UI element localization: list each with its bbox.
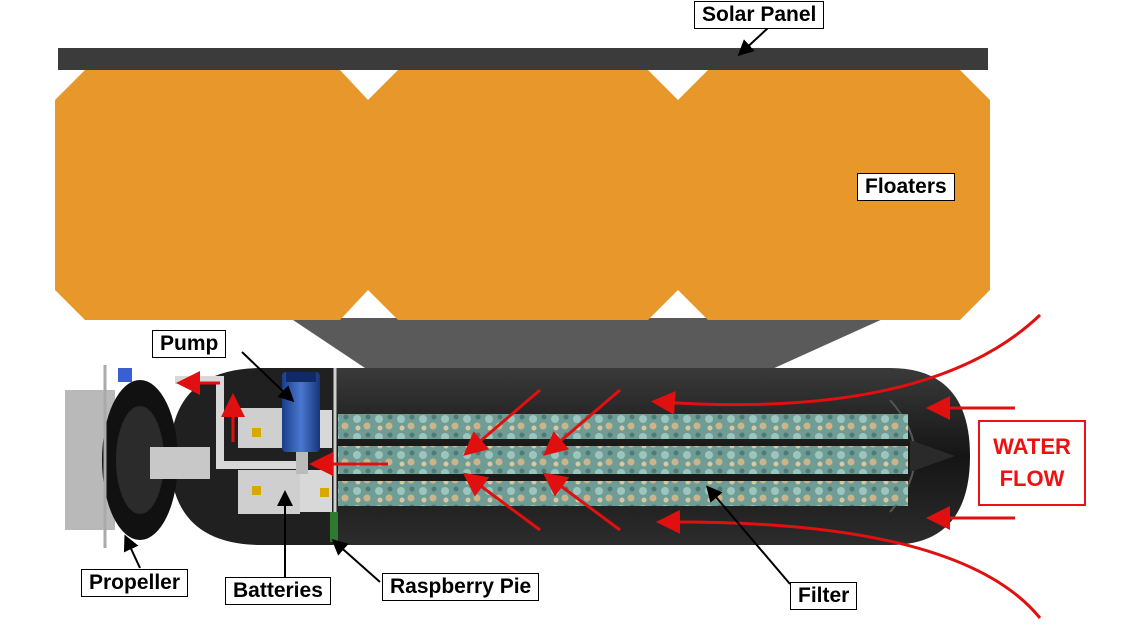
batteries-label: Batteries [225,577,331,605]
raspberry-pie-label: Raspberry Pie [382,573,540,601]
water-flow-label: WATER FLOW [978,420,1086,506]
filter-label: Filter [790,582,858,610]
water-flow-line1: WATER [993,434,1071,459]
floaters [55,70,990,320]
raspberry-pi-board [330,512,338,542]
flow-arrows [176,313,1042,619]
hull-mount [290,318,885,370]
solar-panel [58,48,988,70]
water-flow-line2: FLOW [999,466,1065,491]
solar-panel-label: Solar Panel [694,1,825,29]
label-leaders [123,27,791,585]
propeller-label: Propeller [81,569,189,597]
floater-block [55,70,990,320]
filter [338,414,908,506]
pump-label: Pump [152,330,227,358]
filter-tube [338,414,908,439]
propeller [65,365,178,548]
floaters-label: Floaters [857,173,955,201]
filter-tube [338,481,908,506]
filter-tube [338,446,908,474]
motor [150,447,210,479]
